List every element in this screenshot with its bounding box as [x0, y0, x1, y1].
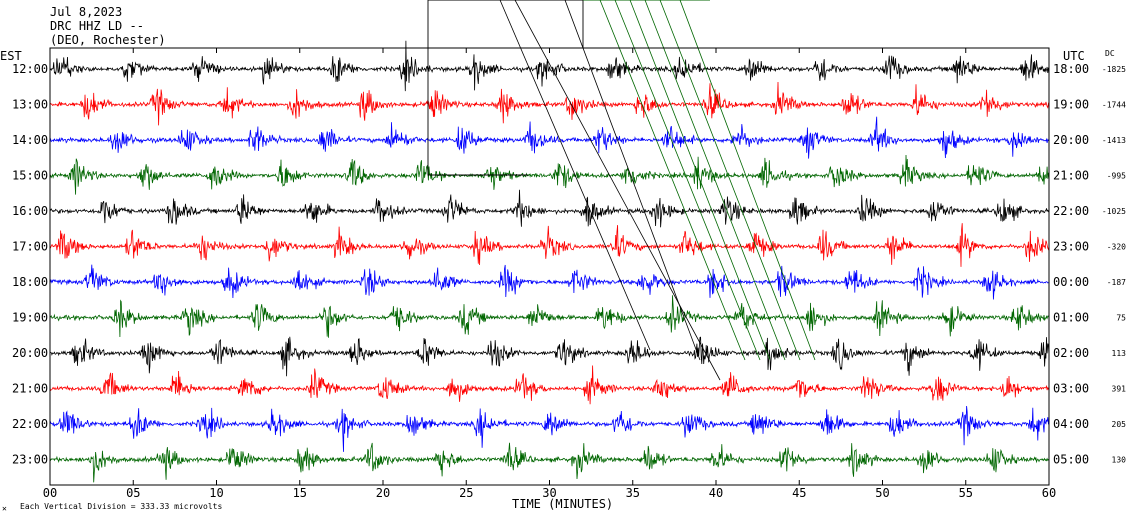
x-axis-label: TIME (MINUTES) [512, 497, 613, 511]
est-label: 19:00 [12, 311, 48, 325]
footer-corner-mark: ✕ [2, 504, 7, 513]
est-label: 20:00 [12, 346, 48, 360]
trace-row-1400 [49, 116, 1050, 159]
x-tick-label: 05 [126, 486, 140, 500]
dc-offset: 130 [1112, 456, 1127, 465]
utc-axis-label: UTC [1063, 49, 1085, 63]
x-tick-label: 55 [959, 486, 973, 500]
trace-row-1800 [49, 264, 1050, 300]
x-axis-ticks: 00 05 10 15 20 25 30 35 40 45 50 55 60 [43, 48, 1056, 500]
x-tick-label: 10 [209, 486, 223, 500]
trace-row-2200 [49, 405, 1050, 452]
utc-label: 21:00 [1053, 169, 1089, 183]
est-label: 13:00 [12, 98, 48, 112]
est-label: 22:00 [12, 417, 48, 431]
x-tick-label: 50 [875, 486, 889, 500]
dc-offset: -1413 [1102, 136, 1126, 145]
dc-offset: -187 [1107, 278, 1126, 287]
utc-label: 23:00 [1053, 240, 1089, 254]
overlay-diagonal-green [679, 0, 816, 361]
trace-row-1300 [50, 81, 1050, 126]
overlay-lines [427, 0, 816, 381]
est-label: 17:00 [12, 240, 48, 254]
overlay-diagonal [564, 0, 701, 361]
utc-label: 01:00 [1053, 311, 1089, 325]
est-label: 21:00 [12, 382, 48, 396]
header-station: DRC HHZ LD -- [50, 19, 144, 33]
est-label: 18:00 [12, 275, 48, 289]
dc-offset: -320 [1107, 243, 1126, 252]
dc-offset: 113 [1112, 349, 1127, 358]
utc-label: 20:00 [1053, 133, 1089, 147]
x-tick-label: 35 [626, 486, 640, 500]
trace-row-2300 [49, 442, 1050, 483]
x-tick-label: 15 [293, 486, 307, 500]
dc-offset-labels: -1825 -1744 -1413 -995 -1025 -320 -187 75 113 391… [1102, 65, 1126, 465]
est-label: 12:00 [12, 62, 48, 76]
est-axis-label: EST [0, 49, 22, 63]
overlay-diagonal [514, 0, 721, 381]
dc-offset: -1025 [1102, 207, 1126, 216]
overlay-diagonal-green [599, 0, 746, 361]
trace-row-1500 [49, 154, 1050, 195]
utc-label: 22:00 [1053, 204, 1089, 218]
est-label: 14:00 [12, 133, 48, 147]
est-label: 23:00 [12, 453, 48, 467]
overlay-diagonal-green [644, 0, 786, 361]
utc-label: 18:00 [1053, 62, 1089, 76]
seismic-traces [49, 40, 1050, 483]
header-date: Jul 8,2023 [50, 5, 123, 19]
overlay-diagonal-green [614, 0, 761, 361]
x-tick-label: 45 [792, 486, 806, 500]
trace-row-1900 [49, 295, 1050, 338]
utc-label: 00:00 [1053, 275, 1089, 289]
x-tick-label: 20 [376, 486, 390, 500]
x-tick-label: 40 [709, 486, 723, 500]
dc-offset: 75 [1116, 314, 1126, 323]
trace-row-2000 [49, 336, 1050, 377]
trace-row-1200 [49, 40, 1050, 92]
utc-label: 04:00 [1053, 417, 1089, 431]
x-tick-label: 30 [542, 486, 556, 500]
x-tick-label: 60 [1042, 486, 1056, 500]
est-time-labels: 12:00 13:00 14:00 15:00 16:00 17:00 18:00 19:00… [12, 62, 48, 467]
x-tick-label: 25 [459, 486, 473, 500]
header-location: (DEO, Rochester) [50, 33, 166, 47]
overlay-diagonal-green [629, 0, 771, 361]
dc-offset: 205 [1112, 420, 1127, 429]
utc-label: 19:00 [1053, 98, 1089, 112]
dc-offset: 391 [1112, 385, 1127, 394]
utc-label: 03:00 [1053, 382, 1089, 396]
est-label: 15:00 [12, 169, 48, 183]
dc-offset: -995 [1107, 172, 1126, 181]
trace-row-2100 [49, 365, 1050, 405]
overlay-diagonal-green [659, 0, 801, 361]
microvolts-note: Each Vertical Division = 333.33 microvol… [20, 502, 222, 511]
overlay-box [427, 0, 584, 176]
dc-offset: -1825 [1102, 65, 1126, 74]
overlay-diagonal [499, 0, 651, 351]
utc-time-labels: 18:00 19:00 20:00 21:00 22:00 23:00 00:00 01:00… [1053, 62, 1089, 467]
utc-label: 05:00 [1053, 453, 1089, 467]
dc-offset: -1744 [1102, 101, 1126, 110]
trace-row-1700 [49, 223, 1050, 267]
est-label: 16:00 [12, 204, 48, 218]
x-tick-label: 00 [43, 486, 57, 500]
dc-column-label: DC [1105, 49, 1115, 58]
trace-row-1600 [49, 189, 1050, 228]
utc-label: 02:00 [1053, 346, 1089, 360]
